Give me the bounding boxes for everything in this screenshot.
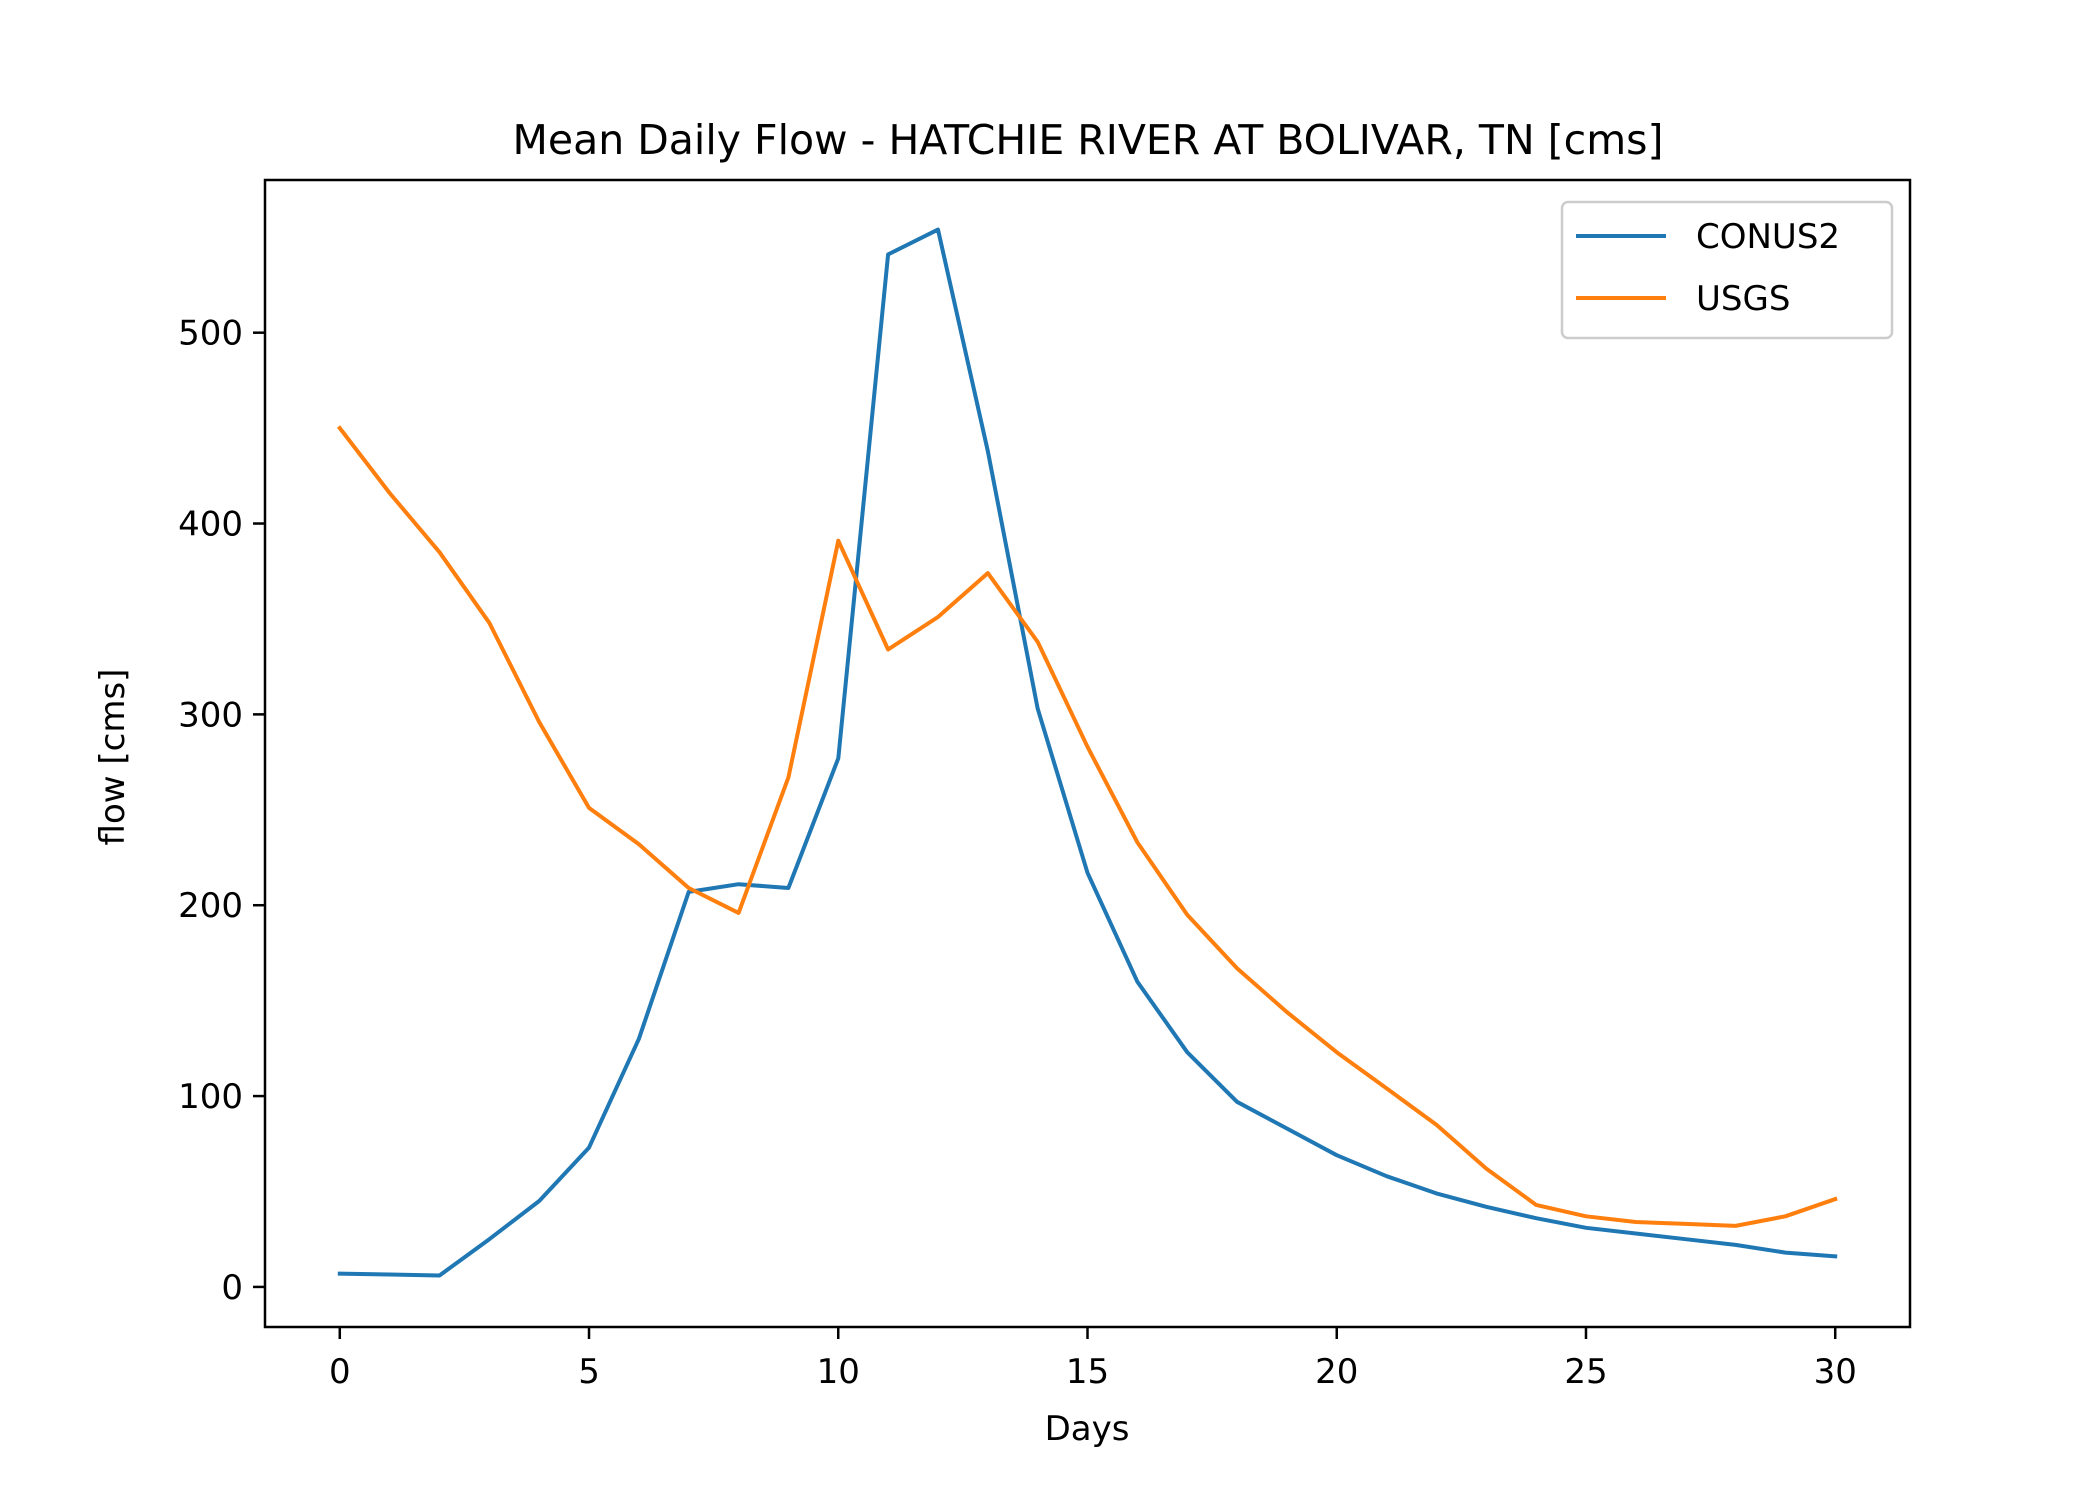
x-tick-label: 25 [1564, 1352, 1607, 1392]
y-axis-label: flow [cms] [93, 669, 133, 846]
series-line-usgs [336, 425, 1838, 1228]
x-tick-label: 15 [1066, 1352, 1109, 1392]
y-tick-label: 500 [178, 314, 243, 354]
series-layer [336, 227, 1838, 1278]
y-tick-label: 400 [178, 505, 243, 545]
x-tick-label: 0 [329, 1352, 351, 1392]
x-tick-label: 20 [1315, 1352, 1358, 1392]
legend-label-usgs: USGS [1696, 279, 1790, 319]
y-tick-label: 300 [178, 695, 243, 735]
x-tick-label: 5 [578, 1352, 600, 1392]
x-tick-label: 30 [1814, 1352, 1857, 1392]
y-tick-label: 0 [221, 1268, 243, 1308]
y-tick-label: 200 [178, 886, 243, 926]
legend-label-conus2: CONUS2 [1696, 217, 1840, 257]
chart-title: Mean Daily Flow - HATCHIE RIVER AT BOLIV… [512, 116, 1663, 164]
legend: CONUS2 USGS [1560, 200, 1894, 340]
y-tick-label: 100 [178, 1077, 243, 1117]
x-axis-label: Days [1045, 1409, 1130, 1449]
series-line-conus2 [337, 227, 1838, 1278]
x-tick-label: 10 [817, 1352, 860, 1392]
